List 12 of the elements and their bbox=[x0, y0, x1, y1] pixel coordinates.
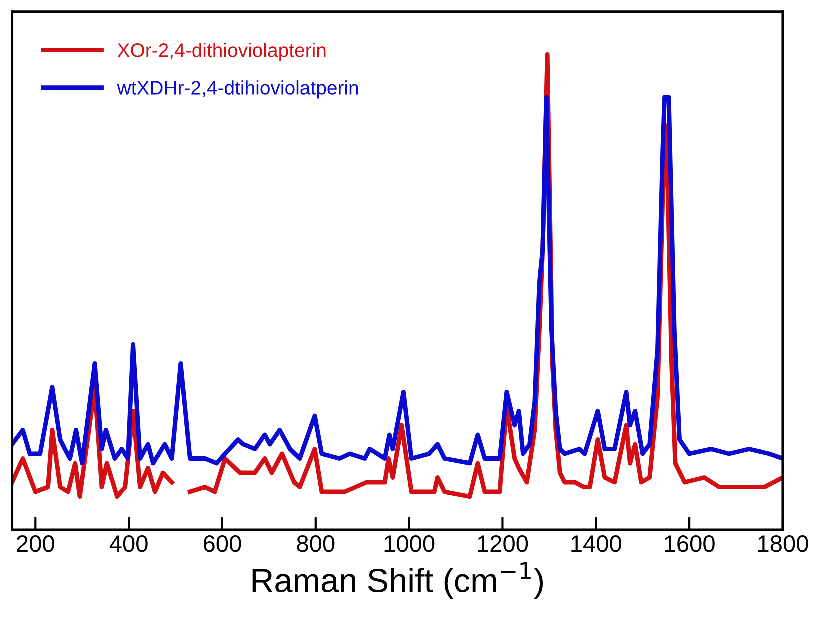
x-tick-label: 1800 bbox=[758, 536, 808, 552]
x-axis-title: Raman Shift (cm$^{−1}$) bbox=[252, 562, 543, 600]
x-tick-label: 800 bbox=[297, 536, 335, 552]
legend-label: XOr-2,4-dithioviolapterin bbox=[118, 43, 326, 62]
x-tick-label: 1400 bbox=[572, 536, 622, 552]
x-tick-label: 1600 bbox=[665, 536, 715, 552]
x-tick-label: 600 bbox=[204, 536, 242, 552]
x-tick-label: 400 bbox=[110, 536, 148, 552]
x-tick-label: 1000 bbox=[384, 536, 435, 552]
x-tick-label: 200 bbox=[17, 536, 54, 552]
legend-label: wtXDHr-2,4-dtihioviolatperin bbox=[117, 80, 358, 99]
x-tick-label: 1200 bbox=[478, 536, 528, 552]
